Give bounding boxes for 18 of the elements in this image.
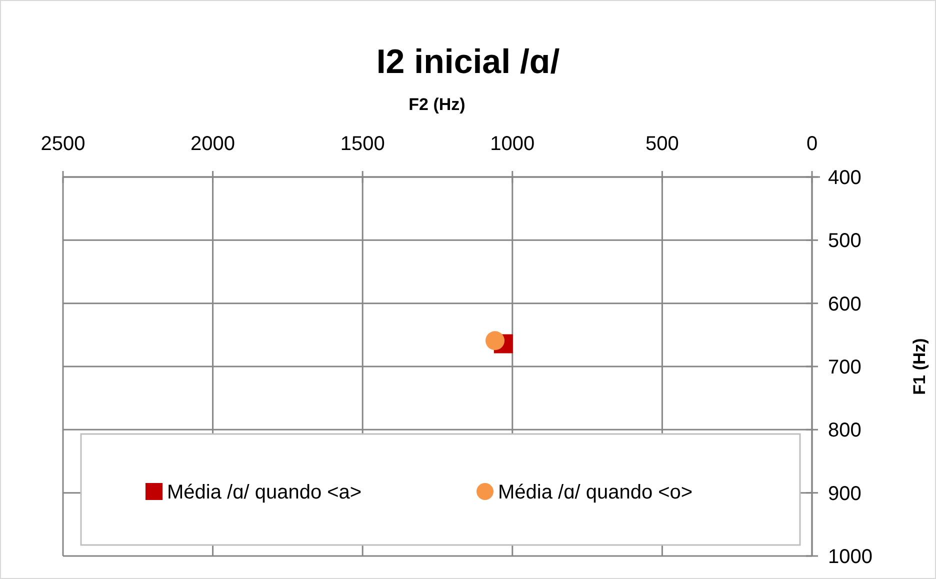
chart-title: I2 inicial /ɑ/ xyxy=(376,43,560,81)
y-tick-label: 1000 xyxy=(828,546,872,568)
y-tick-label: 500 xyxy=(828,230,862,252)
legend-label: Média /ɑ/ quando <o> xyxy=(498,482,693,504)
x-tick-label: 500 xyxy=(646,133,679,155)
x-tick-label: 2000 xyxy=(190,133,236,155)
y-tick-label: 400 xyxy=(828,167,862,189)
x-tick-label: 0 xyxy=(806,133,818,155)
y-tick-label: 800 xyxy=(828,420,862,442)
y-tick-label: 900 xyxy=(828,482,862,505)
y-tick-label: 600 xyxy=(828,293,862,316)
x-tick-label: 2500 xyxy=(40,133,86,155)
legend-label: Média /ɑ/ quando <a> xyxy=(167,482,362,504)
y-axis-title: F1 (Hz) xyxy=(910,338,929,395)
x-axis-title: F2 (Hz) xyxy=(408,95,466,114)
x-tick-label: 1500 xyxy=(340,133,385,155)
x-tick-label: 1000 xyxy=(490,133,535,155)
y-tick-label: 700 xyxy=(828,356,862,378)
